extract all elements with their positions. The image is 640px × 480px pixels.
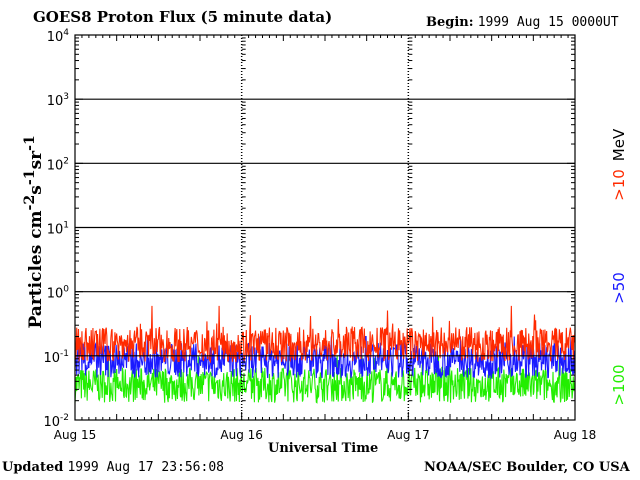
- y-tick-label: 10-1: [43, 349, 69, 366]
- y-tick-label: 101: [47, 221, 69, 238]
- begin-label: Begin:: [426, 15, 474, 30]
- credit-text: NOAA/SEC Boulder, CO USA: [424, 460, 630, 475]
- begin-value: 1999 Aug 15 0000UT: [477, 15, 619, 30]
- x-tick-label: Aug 18: [554, 428, 597, 442]
- updated-label: Updated: [2, 460, 64, 475]
- y-tick-label: 104: [47, 28, 70, 45]
- legend-unit: MeV: [610, 128, 628, 161]
- x-tick-label: Aug 17: [387, 428, 430, 442]
- y-tick-label: 103: [47, 92, 69, 109]
- y-tick-label: 10-2: [43, 413, 69, 430]
- begin-time: Begin: 1999 Aug 15 0000UT: [426, 15, 619, 30]
- series-line-0: [74, 305, 576, 364]
- x-tick-label: Aug 16: [220, 428, 263, 442]
- legend-label: >50: [610, 272, 628, 304]
- y-tick-label: 100: [47, 285, 70, 302]
- x-tick-label: Aug 15: [54, 428, 97, 442]
- y-tick-label: 102: [47, 156, 69, 173]
- legend-layer: >10 >50 >100 MeV: [610, 128, 628, 406]
- legend-label: >100: [610, 364, 628, 405]
- x-axis-label: Universal Time: [268, 441, 379, 456]
- series-layer: [74, 305, 576, 404]
- updated-time: Updated 1999 Aug 17 23:56:08: [2, 460, 224, 475]
- updated-value: 1999 Aug 17 23:56:08: [67, 460, 224, 475]
- chart-title: GOES8 Proton Flux (5 minute data): [33, 8, 333, 26]
- grid-layer: [75, 35, 575, 420]
- legend-label: >10: [610, 169, 628, 201]
